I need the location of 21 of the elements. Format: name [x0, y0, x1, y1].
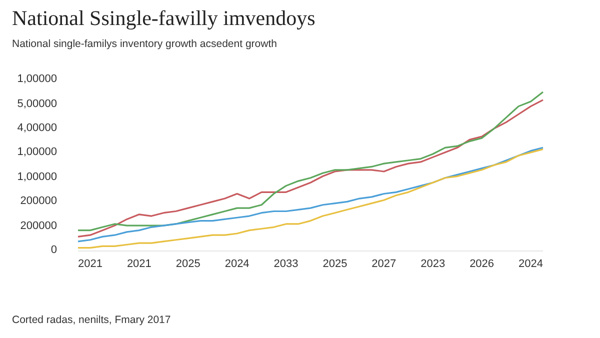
text: 4,00000 — [17, 122, 57, 134]
x-tick-label: 2025 — [176, 258, 200, 270]
chart-subtitle: National single-familys inventory growth acsedent growth — [12, 38, 277, 50]
x-tick-label: 2023 — [420, 258, 446, 270]
x-tick-label: 2024 — [224, 258, 250, 270]
text: Corted radas, nenilts, Fmary 2017 — [12, 314, 171, 326]
text: 200000 — [20, 195, 57, 208]
text: 1,00000 — [17, 170, 57, 183]
x-tick-label: 2026 — [470, 258, 494, 270]
x-tick-label: 2021 — [126, 258, 152, 270]
x-tick-label: 2021 — [78, 258, 102, 270]
x-tick-label: 2025 — [322, 258, 348, 270]
chart-title: National Ssingle-fawilly imvendoys — [12, 6, 316, 31]
text: 5,00000 — [17, 98, 57, 110]
text: 1,00000 — [17, 73, 57, 86]
text: 200000 — [20, 220, 57, 232]
x-tick-label: 2024 — [518, 258, 544, 270]
x-tick-label: 2027 — [372, 258, 396, 270]
text: 1,00000 — [17, 146, 57, 158]
x-tick-label: 2033 — [274, 258, 298, 270]
text: 0 — [50, 244, 57, 256]
